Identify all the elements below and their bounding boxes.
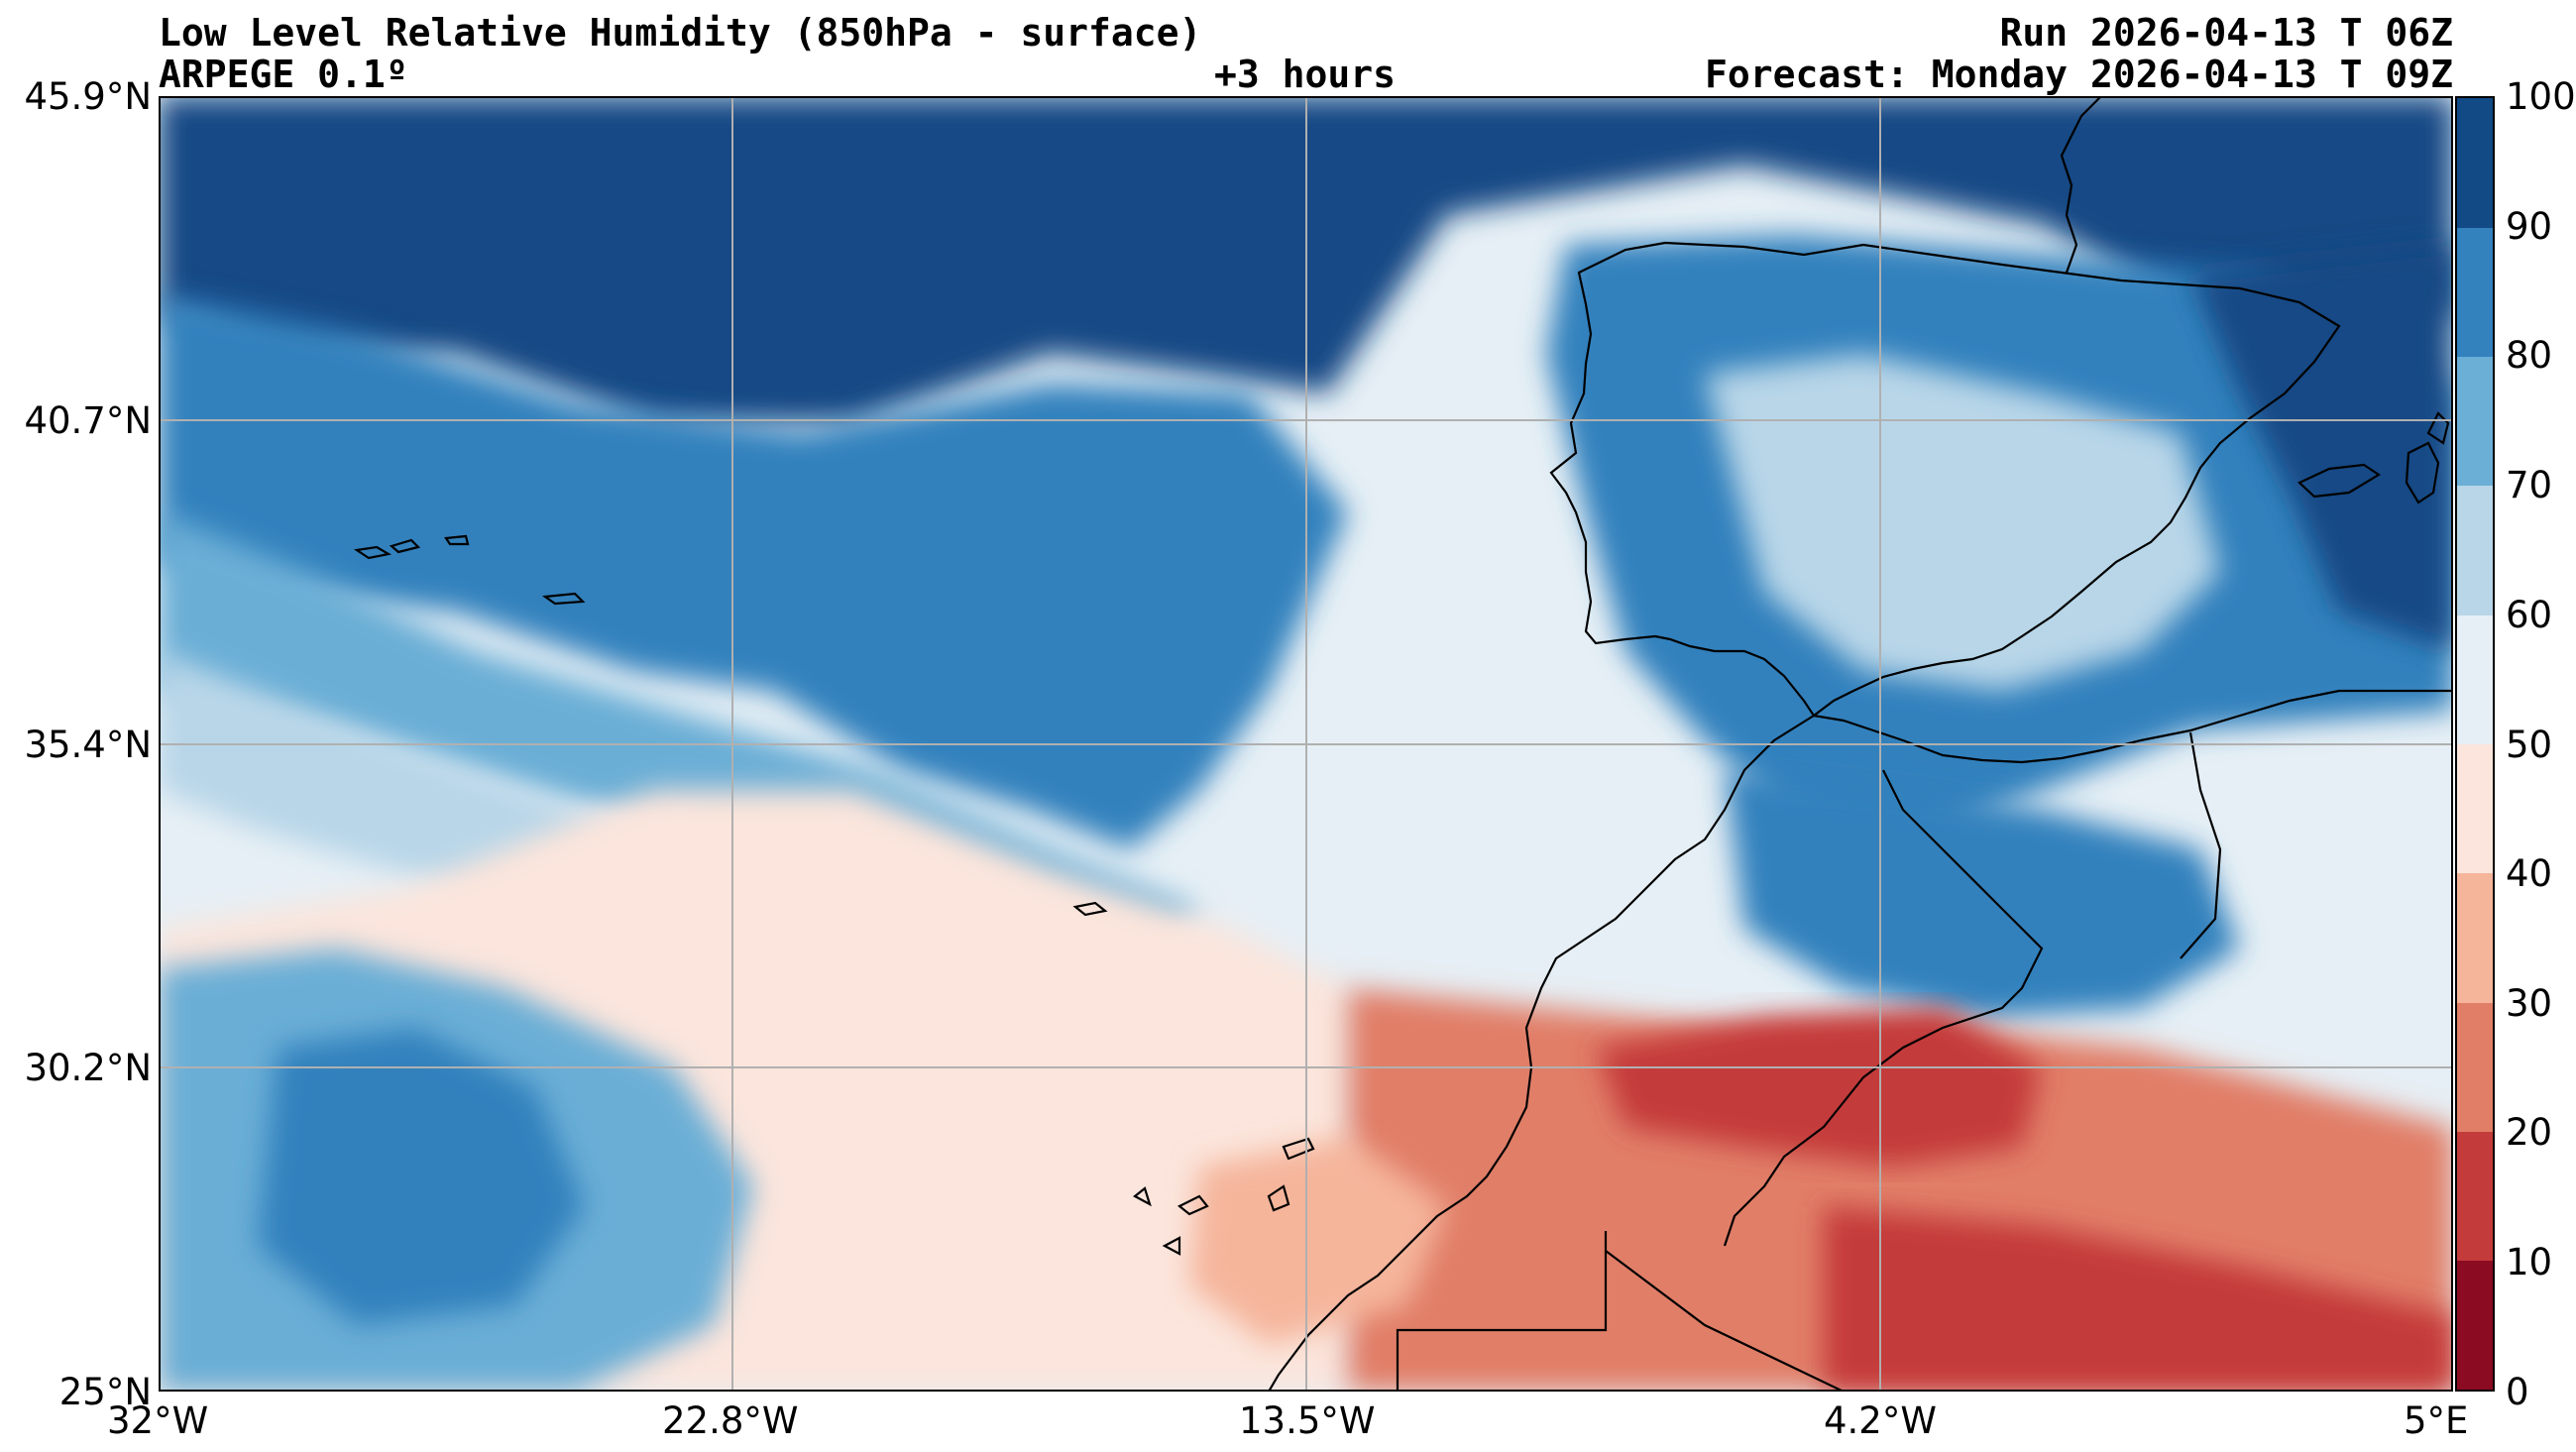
lon-label-4: 5°E bbox=[2404, 1399, 2469, 1442]
colorbar-label-4: 60 bbox=[2506, 594, 2553, 636]
morocco-algeria-border bbox=[1723, 769, 2044, 1247]
humidity-region-80-90 bbox=[258, 1028, 585, 1325]
canary-4 bbox=[1133, 1186, 1152, 1207]
algeria-tunisia-border bbox=[2180, 731, 2222, 959]
map-title: Low Level Relative Humidity (850hPa - su… bbox=[159, 11, 1202, 55]
model-label: ARPEGE 0.1º bbox=[159, 53, 408, 96]
humidity-region-60-70 bbox=[1705, 354, 2220, 691]
lat-label-4: 25°N bbox=[58, 1371, 152, 1413]
map-border bbox=[159, 96, 2453, 1392]
colorbar-segment-80-90 bbox=[2457, 227, 2493, 358]
colorbar bbox=[2455, 96, 2495, 1392]
colorbar-label-7: 30 bbox=[2506, 982, 2553, 1025]
western-sahara-border bbox=[1396, 1231, 1608, 1392]
france-coastline bbox=[2060, 96, 2102, 274]
africa-north-coast bbox=[1813, 689, 2453, 764]
colorbar-segment-40-50 bbox=[2457, 743, 2493, 874]
lat-label-2: 35.4°N bbox=[24, 724, 152, 766]
colorbar-segment-10-20 bbox=[2457, 1131, 2493, 1262]
coastlines bbox=[354, 96, 2453, 1392]
colorbar-segment-60-70 bbox=[2457, 485, 2493, 615]
forecast-label: Forecast: Monday 2026-04-13 T 09Z bbox=[1705, 53, 2453, 96]
lat-label-1: 40.7°N bbox=[24, 399, 152, 442]
colorbar-segment-0-10 bbox=[2457, 1260, 2493, 1390]
canary-2 bbox=[1267, 1184, 1290, 1212]
colorbar-label-1: 90 bbox=[2506, 205, 2553, 248]
lon-label-2: 13.5°W bbox=[1239, 1399, 1376, 1442]
colorbar-segment-30-40 bbox=[2457, 872, 2493, 1003]
colorbar-label-0: 100 bbox=[2506, 75, 2576, 118]
lon-label-0: 32°W bbox=[107, 1399, 209, 1442]
mauritania-border bbox=[1605, 1250, 1845, 1392]
colorbar-label-5: 50 bbox=[2506, 724, 2553, 766]
colorbar-label-2: 80 bbox=[2506, 334, 2553, 377]
gridlines bbox=[159, 96, 2453, 1392]
colorbar-label-3: 70 bbox=[2506, 464, 2553, 506]
lead-time-label: +3 hours bbox=[1214, 53, 1397, 96]
iberia-coastline bbox=[1549, 241, 2341, 718]
colorbar-label-6: 40 bbox=[2506, 852, 2553, 895]
sardinia bbox=[2405, 441, 2440, 504]
colorbar-label-10: 0 bbox=[2506, 1371, 2529, 1413]
colorbar-segment-20-30 bbox=[2457, 1002, 2493, 1132]
humidity-region-10-20 bbox=[1824, 1206, 2453, 1392]
balearic-islands bbox=[2297, 463, 2382, 499]
colorbar-label-9: 10 bbox=[2506, 1241, 2553, 1284]
humidity-region-30-40 bbox=[1189, 1137, 1447, 1345]
colorbar-segment-90-100 bbox=[2457, 98, 2493, 228]
canary-5 bbox=[1162, 1236, 1181, 1256]
humidity-region-80-90 bbox=[1725, 770, 2240, 1018]
lat-label-3: 30.2°N bbox=[24, 1047, 152, 1089]
canary-1 bbox=[1282, 1137, 1315, 1161]
run-label: Run 2026-04-13 T 06Z bbox=[1999, 11, 2453, 55]
africa-coastline bbox=[1268, 715, 1815, 1392]
azores-4 bbox=[541, 592, 586, 606]
humidity-region-80-90 bbox=[159, 294, 1348, 849]
lon-label-1: 22.8°W bbox=[662, 1399, 799, 1442]
colorbar-segment-70-80 bbox=[2457, 356, 2493, 487]
canary-3 bbox=[1176, 1194, 1209, 1216]
madeira bbox=[1072, 901, 1108, 917]
humidity-region-90-100 bbox=[2190, 245, 2453, 651]
azores-2 bbox=[389, 538, 421, 554]
lat-label-0: 45.9°N bbox=[24, 75, 152, 118]
azores-1 bbox=[354, 545, 392, 560]
lon-label-3: 4.2°W bbox=[1824, 1399, 1937, 1442]
colorbar-segment-50-60 bbox=[2457, 614, 2493, 744]
humidity-map bbox=[159, 96, 2453, 1392]
azores-3 bbox=[444, 534, 470, 546]
humidity-region-10-20 bbox=[1596, 1008, 2042, 1167]
colorbar-label-8: 20 bbox=[2506, 1111, 2553, 1154]
